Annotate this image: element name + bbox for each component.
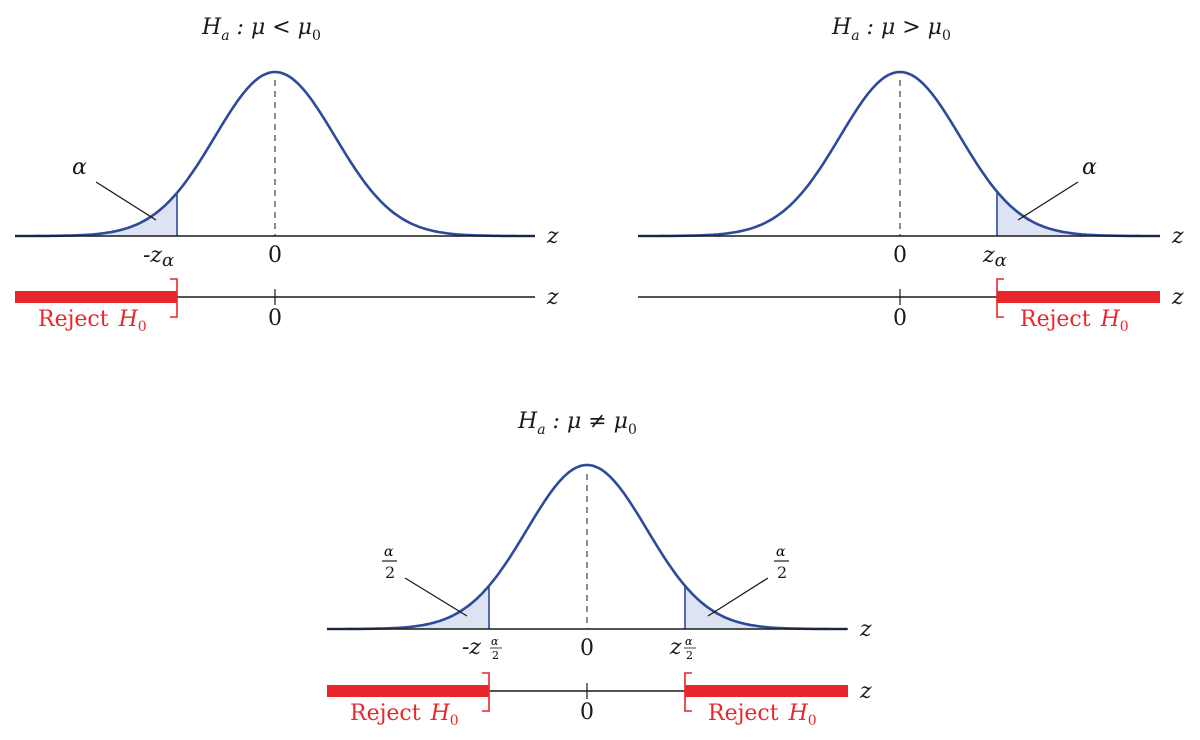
two-tailed-panel: Ha : μ ≠ μ0 α 2 α 2 -z α 2 z α 2 0 z (327, 409, 872, 729)
right-alpha-leader (1017, 181, 1079, 221)
bottom-right-reject-label: Reject H0 (708, 701, 817, 729)
bottom-left-critical-label: -z (462, 635, 481, 660)
right-tailed-panel: Ha : μ > μ0 α zα 0 z 0 z Reject H0 (638, 15, 1184, 335)
bottom-right-critical-den: 2 (686, 649, 693, 662)
right-title: Ha : μ > μ0 (831, 15, 951, 44)
bottom-title: Ha : μ ≠ μ0 (517, 409, 637, 438)
left-rejection-bracket (170, 278, 178, 318)
left-z-label-2: z (546, 285, 559, 310)
bottom-zero-label: 0 (580, 636, 594, 661)
left-title: Ha : μ < μ0 (201, 15, 321, 44)
bottom-right-rejection-bracket (684, 672, 692, 712)
bottom-right-rejection-bar (685, 685, 848, 697)
right-alpha-label: α (1082, 155, 1097, 180)
left-z-label: z (546, 224, 559, 249)
left-tailed-panel: Ha : μ < μ0 α -zα 0 z 0 z Reject H0 (15, 15, 559, 335)
right-zero-label: 0 (893, 243, 907, 268)
bottom-zero-label-2: 0 (580, 700, 594, 725)
left-reject-label: Reject H0 (38, 307, 147, 335)
bottom-left-alpha-den: 2 (385, 563, 395, 582)
bottom-z-label-2: z (859, 679, 872, 704)
left-normal-curve (15, 70, 535, 238)
bottom-right-alpha-num: α (776, 544, 786, 560)
bottom-left-alpha-num: α (384, 544, 394, 560)
left-zero-label-2: 0 (268, 306, 282, 331)
right-z-label-2: z (1171, 285, 1184, 310)
bottom-left-alpha-leader (404, 577, 468, 617)
left-rejection-bar (15, 291, 177, 303)
right-rejection-bar (997, 291, 1160, 303)
bottom-normal-curve (327, 463, 847, 631)
bottom-right-alpha-den: 2 (777, 563, 787, 582)
right-critical-label: zα (982, 243, 1007, 271)
right-rejection-bracket (996, 278, 1004, 318)
bottom-right-alpha-leader (707, 577, 769, 617)
bottom-right-critical-num: α (685, 635, 693, 648)
left-zero-label: 0 (268, 243, 282, 268)
right-z-label: z (1171, 224, 1184, 249)
left-alpha-label: α (72, 155, 87, 180)
left-critical-label: -zα (143, 243, 174, 271)
bottom-z-label: z (859, 617, 872, 642)
bottom-left-critical-den: 2 (492, 649, 499, 662)
bottom-right-critical-label: z (669, 635, 682, 660)
right-normal-curve (638, 70, 1160, 238)
right-reject-label: Reject H0 (1020, 307, 1129, 335)
bottom-left-critical-num: α (491, 635, 499, 648)
left-alpha-leader (95, 181, 157, 221)
bottom-left-rejection-bracket (482, 672, 490, 712)
bottom-left-reject-label: Reject H0 (350, 701, 459, 729)
right-zero-label-2: 0 (893, 306, 907, 331)
bottom-left-rejection-bar (327, 685, 489, 697)
